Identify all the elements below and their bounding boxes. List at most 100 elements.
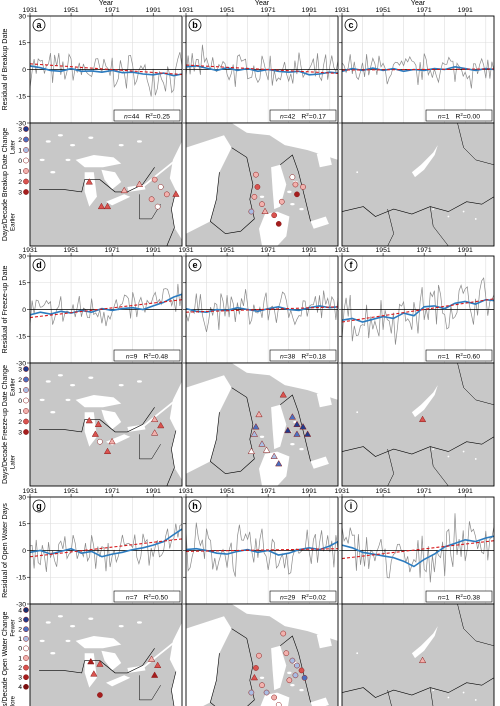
x-tick-label: 1951 [220,7,235,14]
site-triangle-marker [172,190,180,197]
legend-swatch [23,616,29,623]
site-triangle-marker [250,673,259,681]
stats-r2-label: R [143,354,148,361]
small-lake [259,435,265,438]
white-sea [316,152,332,168]
site-circle-marker [163,191,170,198]
border-norway-sweden [231,628,255,700]
legend-swatch [23,674,29,681]
map-g [29,603,183,706]
x-tick-label: 1971 [261,488,276,495]
legend-value: 2 [18,377,22,384]
small-lake [88,617,94,620]
map-legend-top-label: Earlier [10,378,17,396]
y-tick-label: -30 [16,601,26,608]
lake-erie [106,675,131,687]
legend-swatch [23,683,29,690]
x-tick-label: 1951 [64,247,79,254]
panel-c: c n=1 R2=0.00 1931 1951 1971 1991 Year [334,0,495,124]
border-line [457,122,495,166]
smoothed-series-line [341,298,495,323]
small-lake [356,652,359,655]
panel-letter: c [348,20,353,30]
x-tick-label: 1991 [458,7,473,14]
small-lake [462,210,465,213]
panel-letter-badge [344,18,358,32]
small-lake [432,689,435,691]
lake-ontario [127,424,146,432]
small-lake [70,383,76,387]
gulf-of-bothnia [271,164,287,210]
site-triangle-marker [157,421,165,429]
stats-r2-value: =0.18 [309,354,326,361]
x-tick-label: 1991 [146,488,161,495]
border-line [429,687,434,706]
y-tick-label: -15 [16,94,26,101]
site-circle-marker [254,184,261,190]
y-tick-label: -15 [16,575,26,582]
panel-letter: h [192,501,198,511]
x-tick-label: 1931 [178,488,193,495]
legend-swatch [23,147,29,153]
stats-box [269,349,337,362]
border-line [429,206,449,247]
white-sea [316,633,332,649]
legend-swatch [23,376,29,383]
y-tick-label: 30 [18,13,26,20]
site-triangle-marker [151,429,159,436]
y-tick-label: 15 [18,280,26,287]
legend-value: 1 [18,655,22,662]
stats-r2-value: =0.02 [309,595,326,602]
map-h [185,603,339,706]
site-triangle-marker [279,391,287,398]
small-lake [50,171,56,174]
small-lake [287,190,292,194]
site-triangle-marker [97,202,106,210]
y-tick-label: 30 [18,253,26,260]
baltic-sea [259,211,290,246]
x-tick-label: 1951 [64,488,79,495]
lake-ladoga [310,216,329,229]
trend-line [29,299,183,319]
small-lake [474,218,477,220]
trend-line [29,538,183,558]
raw-series-line [185,44,339,87]
legend-value: 3 [18,189,22,196]
x-axis-title: Year [255,0,270,7]
border-line [457,362,495,406]
baltic-sea [259,451,290,486]
stats-n-value: =1 [442,114,450,121]
stats-box [425,349,493,362]
legend-swatch [23,418,29,425]
stats-r2-value: =0.38 [463,595,480,602]
legend-value: 2 [18,419,22,426]
raw-series-line [341,513,495,583]
site-circle-marker [253,665,259,671]
stats-r2-label: R [301,595,306,602]
site-triangle-marker [91,430,99,437]
y-tick-label: 0 [22,307,26,314]
site-circle-marker [289,657,296,664]
lake-baikal [411,626,438,659]
trend-line [341,540,495,560]
site-triangle-marker [120,186,128,194]
site-circle-marker [292,672,299,679]
site-triangle-marker [94,420,103,427]
legend-value: 4 [18,607,22,614]
stats-text: n=29 R2=0.02 [280,593,326,602]
legend-swatch [23,168,29,174]
legend-value: 3 [18,675,22,682]
map-frame [185,122,339,247]
st-lawrence-river [141,640,177,669]
site-triangle-marker [293,420,301,427]
map-e [185,362,339,487]
stats-box [269,109,337,122]
panel-f: fn=1R2=0.601931195119711991Year [334,240,495,364]
x-tick-label: 1931 [178,7,193,14]
stats-r2-sup: 2 [148,593,151,598]
site-triangle-marker [293,430,301,437]
x-tick-label: 1991 [458,247,473,254]
legend-swatch [23,387,29,393]
stats-n-value: =7 [130,595,138,602]
border-line [457,603,495,647]
